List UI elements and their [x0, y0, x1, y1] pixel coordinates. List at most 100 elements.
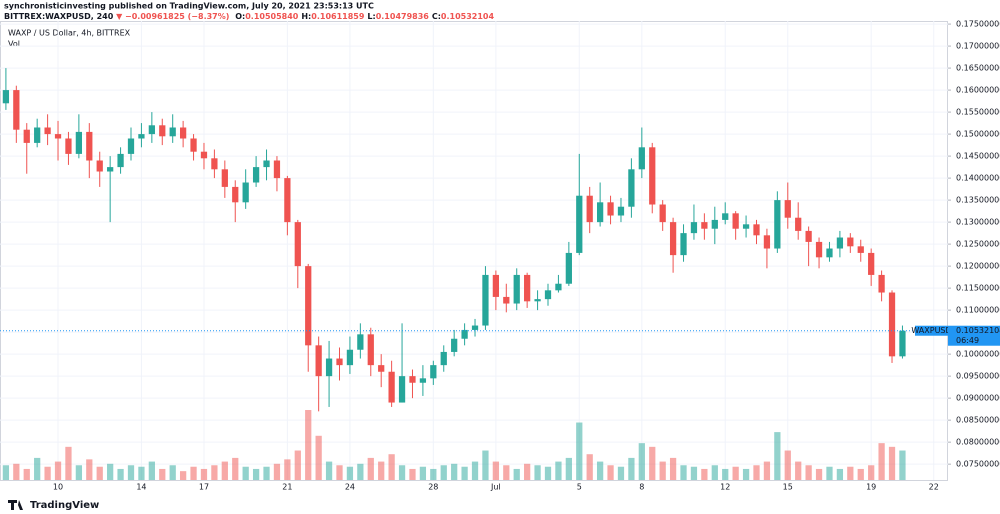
volume-bar: [440, 465, 447, 480]
candle-body: [555, 283, 562, 291]
volume-bar: [398, 465, 406, 480]
candle-body: [888, 292, 896, 357]
candle-body: [690, 222, 698, 234]
volume-bar: [54, 461, 62, 480]
volume-bar: [388, 454, 395, 480]
candle-body: [315, 345, 322, 377]
candle-body: [357, 334, 364, 350]
candle-body: [680, 233, 687, 256]
axes: 0.07500000 0.08000000 0.08500000 0.09000000…: [0, 20, 1000, 492]
price-tag-text: 0.10532104: [956, 326, 1000, 335]
volume-bar: [232, 457, 239, 480]
candle-body: [576, 195, 583, 253]
candle-body: [232, 186, 239, 203]
candle-body: [565, 252, 572, 284]
candle-body: [847, 237, 854, 247]
candle-body: [732, 213, 739, 229]
x-tick-label: 17: [199, 483, 209, 492]
candle-body: [857, 246, 864, 253]
ohlc: O:0.10505840 H:0.10611859 L:0.10479836 C:0.…: [235, 12, 494, 21]
candles: [2, 68, 906, 412]
volume-bar: [544, 466, 552, 480]
volume-bar: [294, 450, 301, 480]
volume-bar: [836, 468, 844, 480]
volume-bar: [430, 468, 437, 480]
volume-bar: [482, 450, 489, 480]
ohlc-label: C:: [432, 12, 441, 21]
x-tick-label: 12: [720, 483, 730, 492]
volume-bar: [878, 443, 885, 480]
candle-body: [722, 213, 729, 220]
volume-bar: [513, 468, 520, 480]
volume-bar: [576, 422, 583, 480]
symbol: BITTREX:WAXPUSD, 240: [4, 12, 114, 21]
candle-body: [367, 334, 374, 366]
x-tick-label: 15: [783, 483, 793, 492]
x-tick-label: 24: [345, 483, 355, 492]
volume-bar: [221, 461, 228, 480]
x-tick-label: 28: [428, 483, 438, 492]
volume-bar: [273, 463, 281, 480]
footer: [0, 495, 1000, 514]
candle-body: [534, 299, 541, 302]
volume-bar: [315, 435, 322, 480]
candle-body: [96, 160, 103, 172]
y-tick-label: 0.15500000: [956, 108, 1000, 117]
candle-body: [263, 160, 270, 168]
candle-body: [784, 200, 791, 218]
volume-bar: [107, 463, 114, 480]
candle-body: [169, 127, 176, 137]
volume-bar: [159, 468, 166, 480]
y-tick-label: 0.09500000: [956, 372, 1000, 381]
candle-body: [742, 224, 750, 229]
y-tick-label: 0.16500000: [956, 64, 1000, 73]
candle-body: [638, 147, 645, 170]
grid: [0, 21, 948, 480]
ohlc-value: 0.10479836: [376, 12, 430, 21]
candle-body: [795, 217, 802, 231]
candle-body: [284, 178, 291, 223]
volume-bar: [492, 461, 500, 480]
volume-bar: [44, 466, 51, 480]
candle-body: [23, 129, 30, 143]
volume-bar: [65, 446, 72, 480]
volume-bar: [815, 468, 823, 480]
candle-body: [44, 127, 51, 135]
volume-bar: [325, 461, 333, 480]
volume-bar: [117, 468, 124, 480]
candle-body: [75, 131, 83, 154]
volume-bar: [419, 466, 427, 480]
y-tick-label: 0.08500000: [956, 416, 1000, 425]
volume-bar: [75, 465, 83, 480]
volume-bar: [607, 465, 614, 480]
x-tick-label: 5: [577, 483, 582, 492]
y-tick-label: 0.10000000: [956, 350, 1000, 359]
volume-bar: [555, 461, 562, 480]
candle-body: [107, 167, 114, 172]
candle-body: [211, 158, 218, 170]
volume-bar: [86, 459, 93, 480]
volume-bar: [461, 466, 468, 480]
candle-body: [763, 235, 771, 249]
candle-body: [899, 330, 906, 357]
y-tick-label: 0.13000000: [956, 218, 1000, 227]
volume-bar: [138, 466, 145, 480]
volume-bar: [96, 466, 103, 480]
volume-bar: [565, 457, 572, 480]
volume-label: Vol: [8, 40, 20, 49]
volume-bar: [409, 468, 416, 480]
candle-body: [471, 325, 479, 330]
volume-bar: [826, 466, 833, 480]
volume-bar: [649, 446, 656, 480]
volume-bar: [179, 471, 187, 480]
candle-body: [878, 274, 885, 293]
publisher-line: synchronisticinvesting published on Trad…: [4, 2, 374, 11]
candle-body: [805, 230, 812, 242]
countdown-text: 06:49: [956, 336, 979, 345]
y-tick-label: 0.12500000: [956, 240, 1000, 249]
candle-body: [461, 329, 468, 339]
y-tick-label: 0.12000000: [956, 262, 1000, 271]
volume-bar: [148, 461, 155, 480]
x-tick-label: 8: [639, 483, 644, 492]
volume-bar: [242, 466, 249, 480]
